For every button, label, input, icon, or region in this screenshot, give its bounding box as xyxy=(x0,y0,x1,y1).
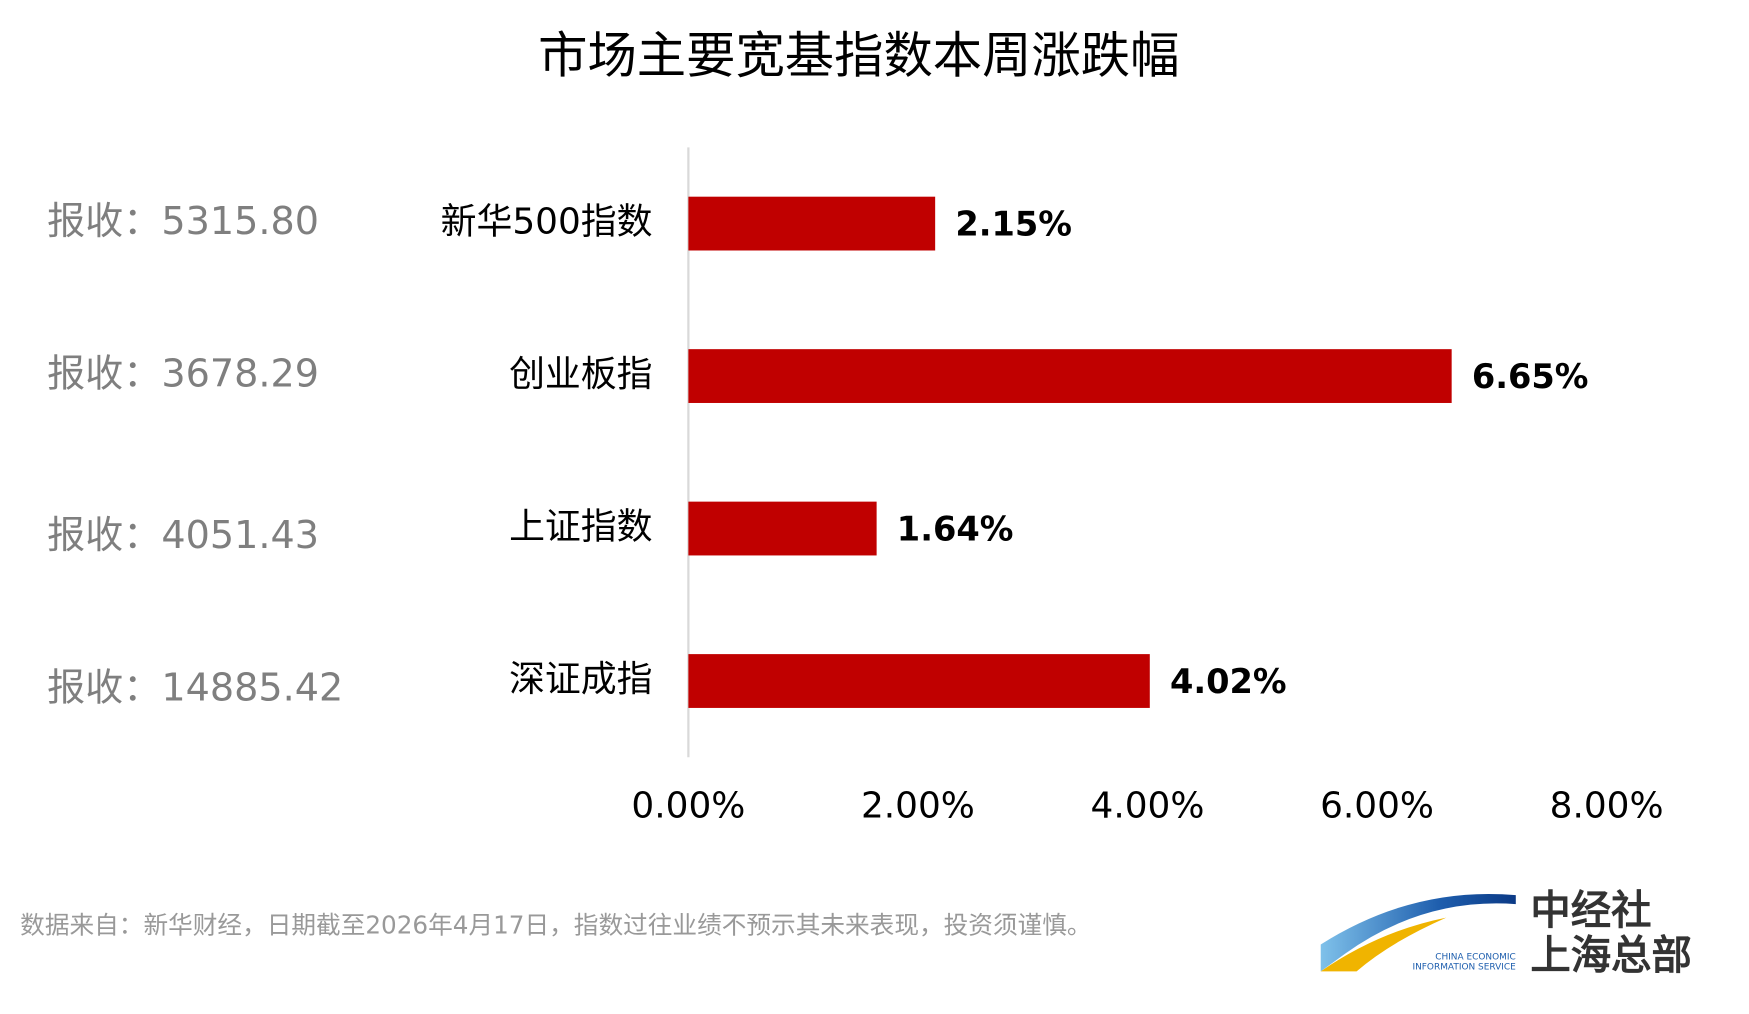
x-tick-label: 2.00% xyxy=(861,786,975,827)
bar xyxy=(688,349,1452,403)
y-tick-label: 新华500指数 xyxy=(441,202,653,243)
annotation: 报收：5315.80 xyxy=(47,199,319,243)
logo-en: CHINA ECONOMIC xyxy=(1435,952,1516,962)
logo: CHINA ECONOMIC INFORMATION SERVICE 中经社 上… xyxy=(1320,887,1692,979)
logo-en: INFORMATION SERVICE xyxy=(1412,962,1516,972)
logo-accent xyxy=(1320,917,1447,972)
y-tick-label: 创业板指 xyxy=(509,354,652,395)
footnote: 数据来自：新华财经，日期截至2026年4月17日，指数过往业绩不预示其未来表现，… xyxy=(20,911,1091,940)
y-tick-label: 上证指数 xyxy=(509,507,652,548)
bar xyxy=(688,501,877,556)
value-label: 1.64% xyxy=(897,509,1014,548)
logo-swoosh xyxy=(1320,893,1516,972)
bar xyxy=(688,654,1150,708)
value-label: 2.15% xyxy=(955,204,1072,243)
value-label: 4.02% xyxy=(1170,662,1287,701)
bar xyxy=(688,196,936,251)
annotation: 报收：3678.29 xyxy=(47,352,319,396)
x-tick-label: 0.00% xyxy=(631,786,745,827)
x-tick-label: 6.00% xyxy=(1320,786,1434,827)
chart-title: 市场主要宽基指数本周涨跌幅 xyxy=(538,26,1179,84)
logo-name: 中经社 xyxy=(1530,887,1651,934)
x-tick-label: 4.00% xyxy=(1091,786,1205,827)
x-tick-label: 8.00% xyxy=(1550,786,1664,827)
annotation: 报收：4051.43 xyxy=(47,513,319,557)
annotation: 报收：14885.42 xyxy=(47,665,343,709)
y-tick-label: 深证成指 xyxy=(509,659,652,700)
logo-branch: 上海总部 xyxy=(1530,932,1691,979)
value-label: 6.65% xyxy=(1472,357,1589,396)
